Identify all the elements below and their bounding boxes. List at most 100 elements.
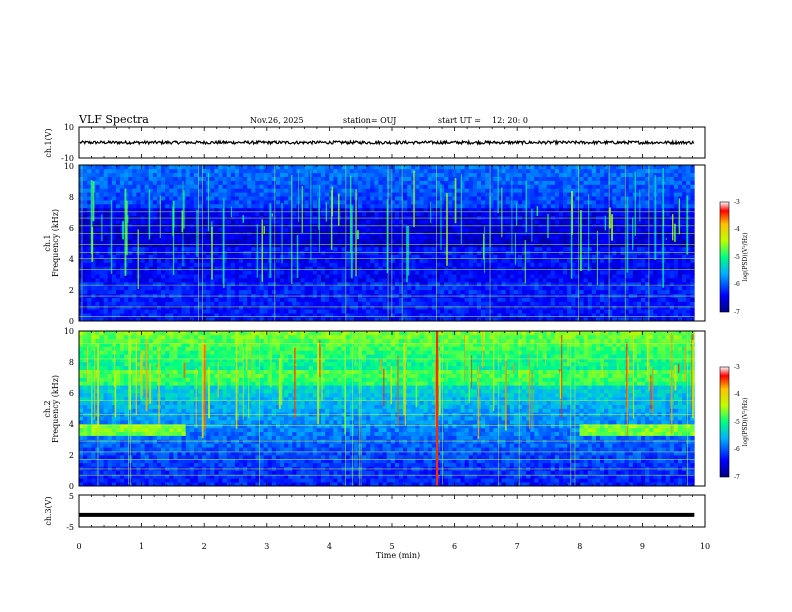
spectrogram-cell [427, 211, 433, 216]
spectrogram-cell [591, 274, 597, 279]
spectrogram-cell [501, 282, 506, 287]
spectrogram-cell [476, 254, 482, 259]
spectrogram-cell [107, 309, 113, 314]
spectrogram-cell [575, 227, 580, 232]
spectrogram-cell [682, 289, 687, 294]
spectrogram-cell [530, 246, 535, 252]
spectrogram-cell [538, 254, 543, 259]
spectrogram-cell [682, 219, 687, 224]
spectrogram-cell [321, 196, 326, 201]
spectrogram-cell [612, 285, 617, 291]
spectrogram-cell [501, 278, 506, 283]
spectrogram-cell [460, 254, 465, 259]
spectrogram-cell [546, 270, 552, 275]
spectrogram-cell [292, 239, 297, 244]
spectrogram-cell [604, 243, 609, 248]
spectrogram-cell [95, 301, 100, 306]
spectrogram-cell [271, 192, 277, 197]
spectrogram-cell [452, 278, 457, 283]
spectrogram-cell [79, 313, 84, 318]
spectrogram-cell [411, 297, 416, 302]
spectrogram-cell [616, 270, 621, 275]
spectrogram-cell [456, 262, 461, 267]
spectrogram-cell [587, 282, 593, 287]
spectrogram-cell [337, 309, 342, 314]
spectrogram-cell [682, 301, 687, 306]
spectrogram-cell [197, 317, 203, 322]
spectrogram-cell [349, 297, 355, 302]
spectrogram-cell [193, 289, 199, 294]
spectrogram-cell [230, 192, 236, 197]
spectrogram-cell [583, 254, 588, 259]
spectrogram-cell [390, 239, 396, 244]
spectrogram-cell [152, 219, 158, 224]
spectrogram-cell [423, 289, 428, 294]
spectrogram-cell [148, 254, 154, 259]
spectrogram-cell [505, 243, 511, 248]
spectrogram-cell [542, 289, 547, 294]
spectrogram-cell [378, 204, 383, 209]
spectrogram-cell [95, 274, 100, 279]
spectrogram-cell [140, 266, 145, 271]
spectrogram-cell [177, 305, 182, 310]
spectrogram-cell [641, 235, 646, 240]
spectrogram-cell [271, 235, 277, 240]
spectrogram-cell [128, 274, 133, 279]
spectrogram-cell [394, 270, 400, 275]
spectrogram-cell [481, 305, 486, 310]
spectrogram-cell [485, 207, 490, 213]
spectrogram-cell [345, 289, 351, 294]
spectrogram-cell [99, 305, 104, 310]
spectrogram-cell [189, 219, 195, 224]
spectrogram-cell [115, 309, 121, 314]
spectrogram-cell [575, 243, 580, 248]
spectrogram-cell [476, 235, 482, 240]
spectrogram-cell [604, 282, 609, 287]
spectrogram-cell [595, 239, 601, 244]
spectrogram-cell [115, 250, 121, 255]
spectrogram-cell [115, 200, 121, 205]
spectrogram-cell [144, 254, 150, 259]
spectrogram-cell [456, 211, 461, 216]
spectrogram-cell [362, 289, 367, 294]
spectrogram-cell [181, 285, 186, 291]
spectrogram-cell [440, 285, 445, 291]
spectrogram-cell [378, 285, 383, 291]
spectrogram-cell [489, 270, 494, 275]
spectrogram-cell [107, 270, 113, 275]
spectrogram-cell [165, 289, 170, 294]
spectrogram-cell [497, 207, 502, 213]
spectrogram-cell [275, 285, 281, 291]
spectrogram-cell [595, 313, 601, 318]
spectrogram-cell [558, 207, 564, 213]
spectrogram-cell [571, 297, 576, 302]
spectrogram-cell [669, 250, 675, 255]
spectrogram-cell [485, 211, 490, 216]
spectrogram-cell [587, 289, 593, 294]
spectrogram-cell [226, 243, 232, 248]
spectrogram-cell [173, 200, 178, 205]
spectrogram-cell [501, 200, 506, 205]
spectrogram-cell [481, 262, 486, 267]
spectrogram-cell [173, 289, 178, 294]
spectrogram-cell [448, 313, 453, 318]
figure-title: VLF Spectra [78, 113, 149, 126]
spectrogram-cell [513, 262, 519, 267]
spectrogram-cell [120, 200, 125, 205]
spectrogram-cell [460, 297, 465, 302]
spectrogram-cell [390, 274, 396, 279]
spectrogram-cell [222, 243, 227, 248]
spectrogram-cell [357, 192, 363, 197]
spectrogram-cell [230, 285, 236, 291]
spectrogram-cell [132, 250, 137, 255]
spectrogram-cell [608, 270, 613, 275]
spectrogram-cell [411, 282, 416, 287]
spectrogram-cell [83, 250, 88, 255]
spectrogram-cell [460, 313, 465, 318]
spectrogram-cell [538, 317, 543, 322]
spectrogram-cell [612, 278, 617, 283]
spectrogram-cell [620, 262, 625, 267]
spectrogram-cell [189, 211, 195, 216]
spectrogram-cell [247, 243, 252, 248]
spectrogram-cell [206, 313, 211, 318]
